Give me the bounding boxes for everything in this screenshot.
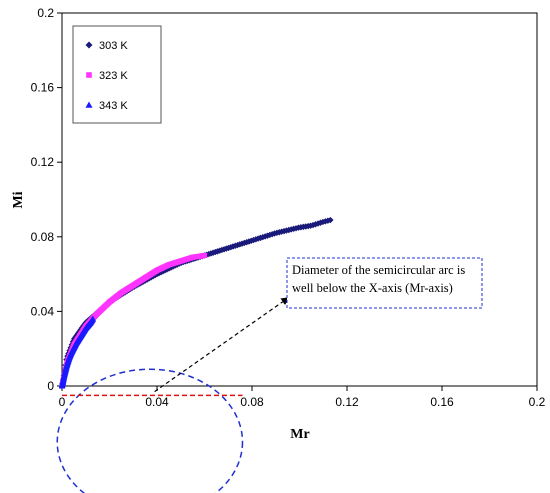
legend-marker — [85, 41, 93, 49]
x-tick-label: 0.16 — [430, 395, 454, 409]
x-tick-label: 0.08 — [240, 395, 264, 409]
x-tick-label: 0 — [59, 395, 66, 409]
legend-label: 323 K — [99, 70, 128, 82]
series-343-k — [58, 315, 97, 389]
data-point — [312, 221, 319, 228]
data-point — [89, 315, 97, 322]
annotation-text-line: well below the X-axis (Mr-axis) — [292, 281, 453, 295]
y-axis-ticks: 0 0.04 0.08 0.12 0.16 0.2 — [31, 6, 62, 393]
legend: 303 K 323 K 343 K — [72, 25, 162, 124]
x-tick-label: 0.04 — [145, 395, 169, 409]
y-tick-label: 0.04 — [31, 304, 55, 318]
legend-marker — [85, 101, 93, 108]
x-tick-label: 0.2 — [529, 395, 546, 409]
x-tick-label: 0.12 — [335, 395, 359, 409]
y-tick-label: 0.2 — [37, 6, 54, 20]
x-axis-ticks: 0 0.04 0.08 0.12 0.16 0.2 — [59, 386, 546, 409]
y-tick-label: 0.12 — [31, 155, 55, 169]
y-axis-title: Mi — [11, 191, 26, 208]
y-tick-label: 0 — [47, 379, 54, 393]
legend-label: 343 K — [99, 100, 128, 112]
data-point — [201, 252, 208, 259]
y-tick-label: 0.08 — [31, 230, 55, 244]
x-axis-title: Mr — [290, 427, 309, 442]
data-point — [327, 216, 334, 224]
series-layer — [58, 216, 334, 390]
annotation-text-line: Diameter of the semicircular arc is — [292, 263, 465, 277]
legend-label: 303 K — [99, 40, 128, 52]
legend-marker — [86, 72, 92, 78]
annotation-box — [286, 257, 483, 309]
annotation-arrow — [154, 297, 290, 393]
semicircle-arc-circle — [56, 368, 244, 493]
y-tick-label: 0.16 — [31, 81, 55, 95]
annotation-layer: Diameter of the semicircular arc is well … — [56, 257, 483, 493]
